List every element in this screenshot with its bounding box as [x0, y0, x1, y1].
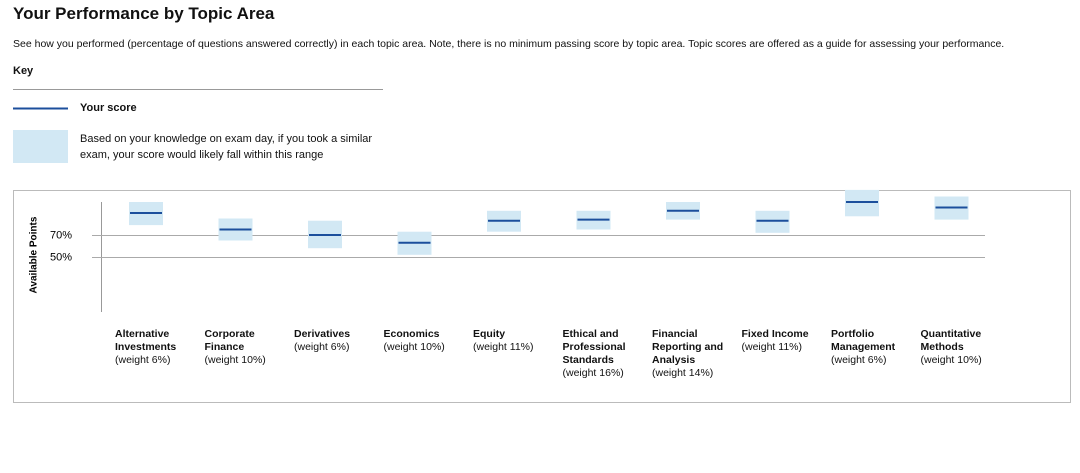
x-category: Portfolio Management (weight 6%)	[831, 328, 909, 367]
score-range	[755, 210, 790, 233]
category-weight: (weight 10%)	[204, 354, 266, 366]
x-category: Fixed Income (weight 11%)	[742, 328, 820, 354]
x-category: Derivatives (weight 6%)	[294, 328, 372, 354]
y-axis-title: Available Points	[29, 216, 40, 293]
category-name: Corporate Finance	[204, 328, 255, 353]
category-weight: (weight 16%)	[562, 367, 624, 379]
title: Your Performance by Topic Area	[13, 4, 275, 23]
category-name: Financial Reporting and Analysis	[652, 328, 724, 366]
category-name: Economics	[383, 328, 440, 340]
category-weight: (weight 14%)	[652, 367, 714, 379]
category-name: Equity	[473, 328, 506, 340]
category-name: Ethical and Professional Standards	[562, 328, 626, 366]
description: See how you performed (percentage of que…	[13, 38, 1005, 50]
category-weight: (weight 10%)	[383, 341, 445, 353]
x-category: Financial Reporting and Analysis (weight …	[652, 328, 730, 380]
legend-range-box	[13, 130, 68, 163]
category-name: Portfolio Management	[831, 328, 896, 353]
category-weight: (weight 6%)	[115, 354, 171, 366]
chart-frame	[13, 190, 1071, 403]
score-range	[845, 189, 879, 217]
x-category: Corporate Finance (weight 10%)	[205, 328, 283, 367]
legend-score-label: Your score	[80, 102, 137, 114]
category-weight: (weight 6%)	[294, 341, 350, 353]
x-category: Equity (weight 11%)	[473, 328, 551, 354]
x-category: Alternative Investments (weight 6%)	[115, 328, 193, 367]
x-category: Ethical and Professional Standards (weigh…	[563, 328, 641, 380]
key-title: Key	[13, 65, 34, 77]
category-weight: (weight 11%)	[473, 341, 534, 353]
category-name: Alternative Investments	[115, 328, 177, 353]
legend-range-label: Based on your knowledge on exam day, if …	[80, 133, 373, 161]
category-weight: (weight 11%)	[741, 341, 803, 353]
category-weight: (weight 10%)	[920, 354, 982, 366]
category-name: Quantitative Methods	[920, 328, 982, 353]
y-tick-label: 70%	[50, 229, 72, 241]
x-category: Economics (weight 10%)	[384, 328, 462, 354]
category-name: Derivatives	[294, 328, 351, 340]
category-name: Fixed Income	[741, 328, 809, 340]
category-weight: (weight 6%)	[831, 354, 887, 366]
y-tick-label: 50%	[50, 251, 72, 263]
x-category: Quantitative Methods (weight 10%)	[921, 328, 999, 367]
